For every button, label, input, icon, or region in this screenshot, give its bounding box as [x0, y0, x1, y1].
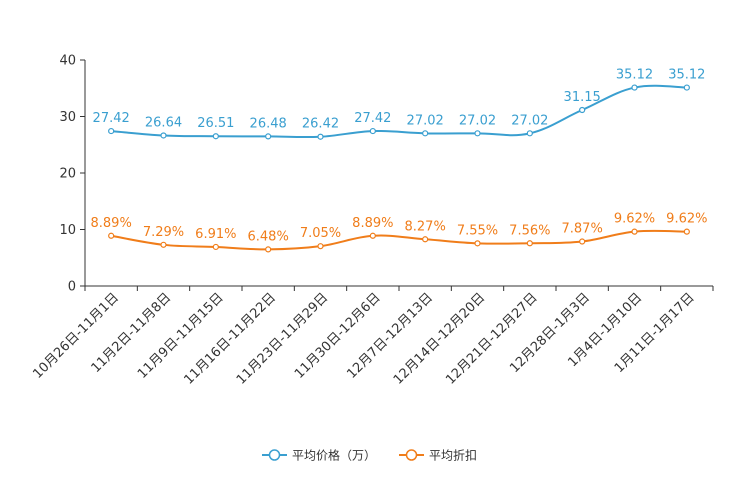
data-point	[683, 228, 690, 235]
data-point	[526, 240, 533, 247]
data-label: 27.02	[459, 113, 496, 128]
data-point	[108, 232, 115, 239]
legend-item-0: 平均价格（万）	[262, 448, 376, 463]
data-label: 27.02	[407, 113, 444, 128]
data-label: 26.64	[145, 115, 182, 130]
data-label: 9.62%	[614, 212, 655, 227]
data-label: 26.51	[197, 116, 234, 131]
data-point	[317, 133, 324, 140]
data-point	[422, 130, 429, 137]
data-label: 35.12	[616, 68, 653, 83]
series-line-1	[110, 229, 687, 251]
legend-label: 平均折扣	[429, 448, 477, 463]
data-label: 8.89%	[352, 216, 393, 231]
data-label: 27.42	[93, 111, 130, 126]
legend-label: 平均价格（万）	[292, 448, 376, 463]
data-label: 7.87%	[562, 222, 603, 237]
data-point	[631, 84, 638, 91]
data-label: 7.05%	[300, 226, 341, 241]
series-line-0	[111, 84, 687, 139]
series-layer: 27.42 26.64 26.51 26.48 26.42 27.42 27.02 27.02…	[91, 68, 707, 253]
data-label: 6.48%	[248, 229, 289, 244]
data-point	[212, 133, 219, 140]
data-label: 9.62%	[666, 212, 707, 227]
data-label: 27.02	[511, 113, 548, 128]
legend-item-1: 平均折扣	[399, 448, 477, 463]
data-label: 27.42	[354, 111, 391, 126]
y-tick-label: 20	[59, 167, 76, 182]
data-point	[265, 246, 272, 253]
data-point	[160, 132, 167, 139]
y-tick-label: 40	[59, 54, 76, 69]
data-label: 7.56%	[509, 223, 550, 238]
y-tick-label: 10	[59, 223, 76, 238]
data-point	[108, 127, 115, 135]
data-label: 7.29%	[143, 225, 184, 240]
data-label: 26.42	[302, 117, 339, 132]
y-tick-label: 0	[68, 280, 76, 295]
data-label: 35.12	[668, 68, 705, 83]
data-label: 8.27%	[405, 219, 446, 234]
data-point	[212, 243, 219, 251]
data-point	[631, 228, 638, 235]
data-point	[369, 127, 376, 135]
data-point	[160, 241, 167, 248]
data-point	[369, 232, 376, 239]
data-point	[265, 133, 272, 140]
data-point	[683, 84, 690, 91]
x-category-label: 11月16日-11月22日	[182, 290, 279, 387]
data-label: 8.89%	[91, 216, 132, 231]
data-point	[526, 130, 533, 137]
legend: 平均价格（万） 平均折扣	[262, 448, 477, 463]
data-point	[579, 106, 586, 114]
data-point	[422, 236, 429, 243]
legend-marker-icon	[405, 449, 418, 461]
data-point	[474, 240, 481, 247]
data-label: 31.15	[564, 90, 601, 105]
x-category-label: 10月26日-11月1日	[30, 290, 122, 382]
data-point	[317, 243, 324, 250]
data-point	[474, 130, 481, 137]
data-label: 7.55%	[457, 223, 498, 238]
x-category-label: 12月21日-12月27日	[443, 290, 540, 387]
data-label: 26.48	[250, 116, 287, 131]
y-tick-label: 30	[59, 110, 76, 125]
data-label: 6.91%	[195, 227, 236, 242]
legend-marker-icon	[268, 449, 281, 461]
x-category-label: 12月14日-12月20日	[391, 290, 488, 387]
data-point	[579, 238, 586, 245]
x-category-label: 11月23日-11月29日	[234, 290, 331, 387]
